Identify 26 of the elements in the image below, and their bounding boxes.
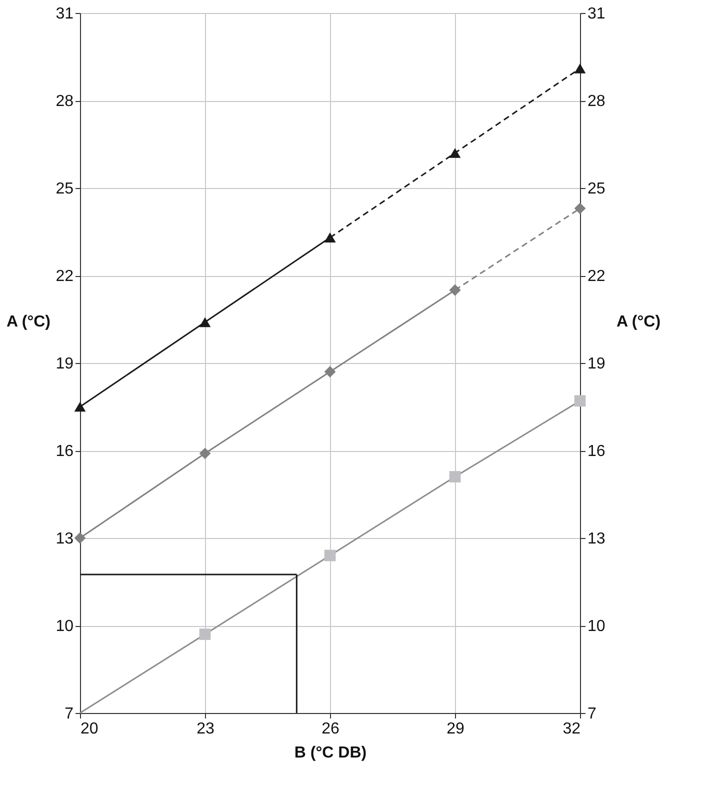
- y-tick-label: 13: [56, 530, 74, 548]
- y-tick-label: 7: [64, 706, 74, 722]
- y-axis-title: A (°C): [6, 314, 50, 330]
- y-tick-label: 28: [56, 93, 74, 110]
- y2-tick-label: 10: [588, 618, 606, 635]
- y2-tick-label: 22: [588, 268, 606, 285]
- y2-tick-label: 31: [588, 6, 606, 22]
- x-tick-label: 29: [446, 720, 464, 738]
- y-tick-label: 16: [56, 443, 74, 460]
- y2-tick-label: 19: [588, 356, 606, 372]
- y2-axis-title: A (°C): [616, 314, 661, 330]
- x-tick-label: 32: [562, 720, 581, 738]
- y-tick-label: 19: [56, 356, 74, 372]
- x-axis-title: B (°C DB): [294, 744, 367, 762]
- y2-tick-label: 16: [588, 443, 606, 460]
- y-tick-label: 31: [56, 6, 74, 22]
- x-tick-label: 20: [80, 720, 98, 738]
- y-tick-label: 10: [56, 618, 74, 635]
- y-tick-label: 22: [56, 268, 74, 285]
- y2-tick-label: 25: [588, 180, 606, 198]
- x-tick-label: 26: [322, 720, 340, 738]
- x-tick-label: 23: [196, 720, 214, 738]
- y2-tick-label: 13: [588, 530, 606, 548]
- y2-tick-label: 7: [588, 706, 596, 722]
- y2-tick-label: 28: [588, 93, 606, 110]
- y-tick-label: 25: [56, 180, 74, 198]
